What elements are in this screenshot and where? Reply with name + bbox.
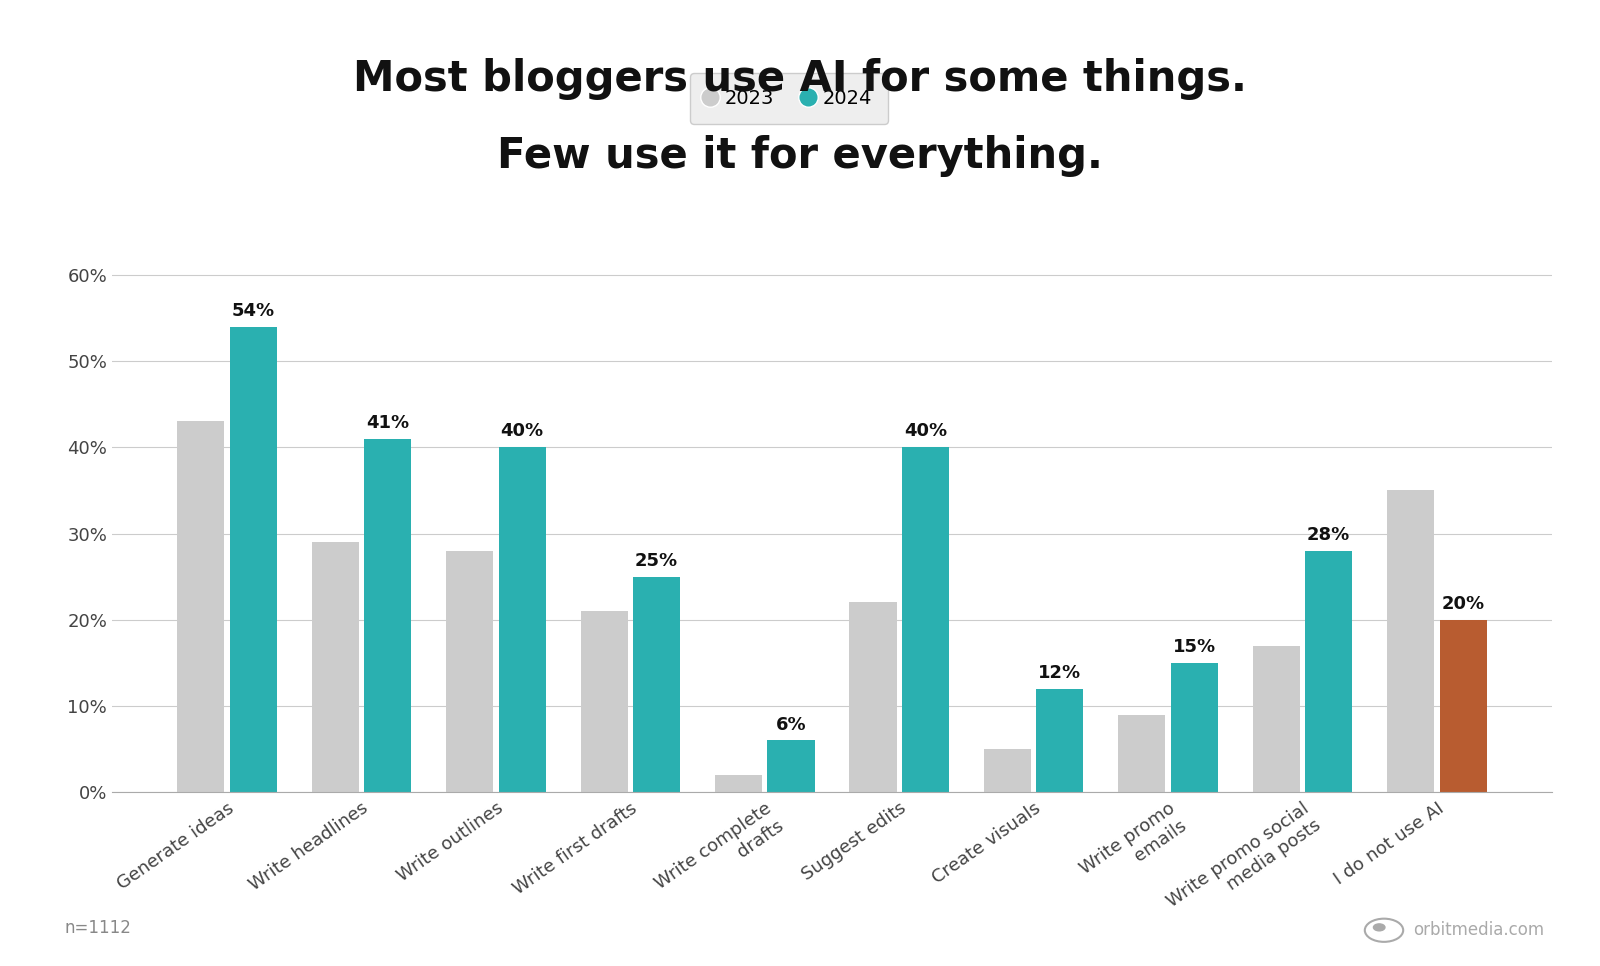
Bar [1037, 689, 1083, 792]
Bar [446, 551, 493, 792]
Text: 12%: 12% [1038, 664, 1082, 682]
Text: 40%: 40% [904, 422, 947, 440]
Bar [312, 542, 358, 792]
Bar [365, 439, 411, 792]
Text: 54%: 54% [232, 301, 275, 320]
Legend: 2023, 2024: 2023, 2024 [690, 73, 888, 124]
Text: 41%: 41% [366, 413, 410, 432]
Bar [230, 327, 277, 792]
Text: n=1112: n=1112 [64, 919, 131, 937]
Bar [581, 611, 627, 792]
Bar [902, 447, 949, 792]
Bar [634, 577, 680, 792]
Text: Few use it for everything.: Few use it for everything. [498, 135, 1102, 177]
Text: Most bloggers use AI for some things.: Most bloggers use AI for some things. [354, 58, 1246, 99]
Bar [499, 447, 546, 792]
Text: 25%: 25% [635, 552, 678, 570]
Bar [1171, 663, 1218, 792]
Text: 15%: 15% [1173, 638, 1216, 656]
Bar [1306, 551, 1352, 792]
Text: orbitmedia.com: orbitmedia.com [1413, 922, 1544, 939]
Text: 40%: 40% [501, 422, 544, 440]
Bar [768, 740, 814, 792]
Text: 6%: 6% [776, 716, 806, 733]
Bar [1440, 620, 1486, 792]
Bar [984, 749, 1030, 792]
Bar [850, 603, 896, 792]
Bar [1253, 645, 1299, 792]
Text: 20%: 20% [1442, 595, 1485, 612]
Text: 28%: 28% [1307, 526, 1350, 544]
Bar [178, 421, 224, 792]
Bar [1387, 491, 1434, 792]
Bar [1118, 715, 1165, 792]
Bar [715, 775, 762, 792]
